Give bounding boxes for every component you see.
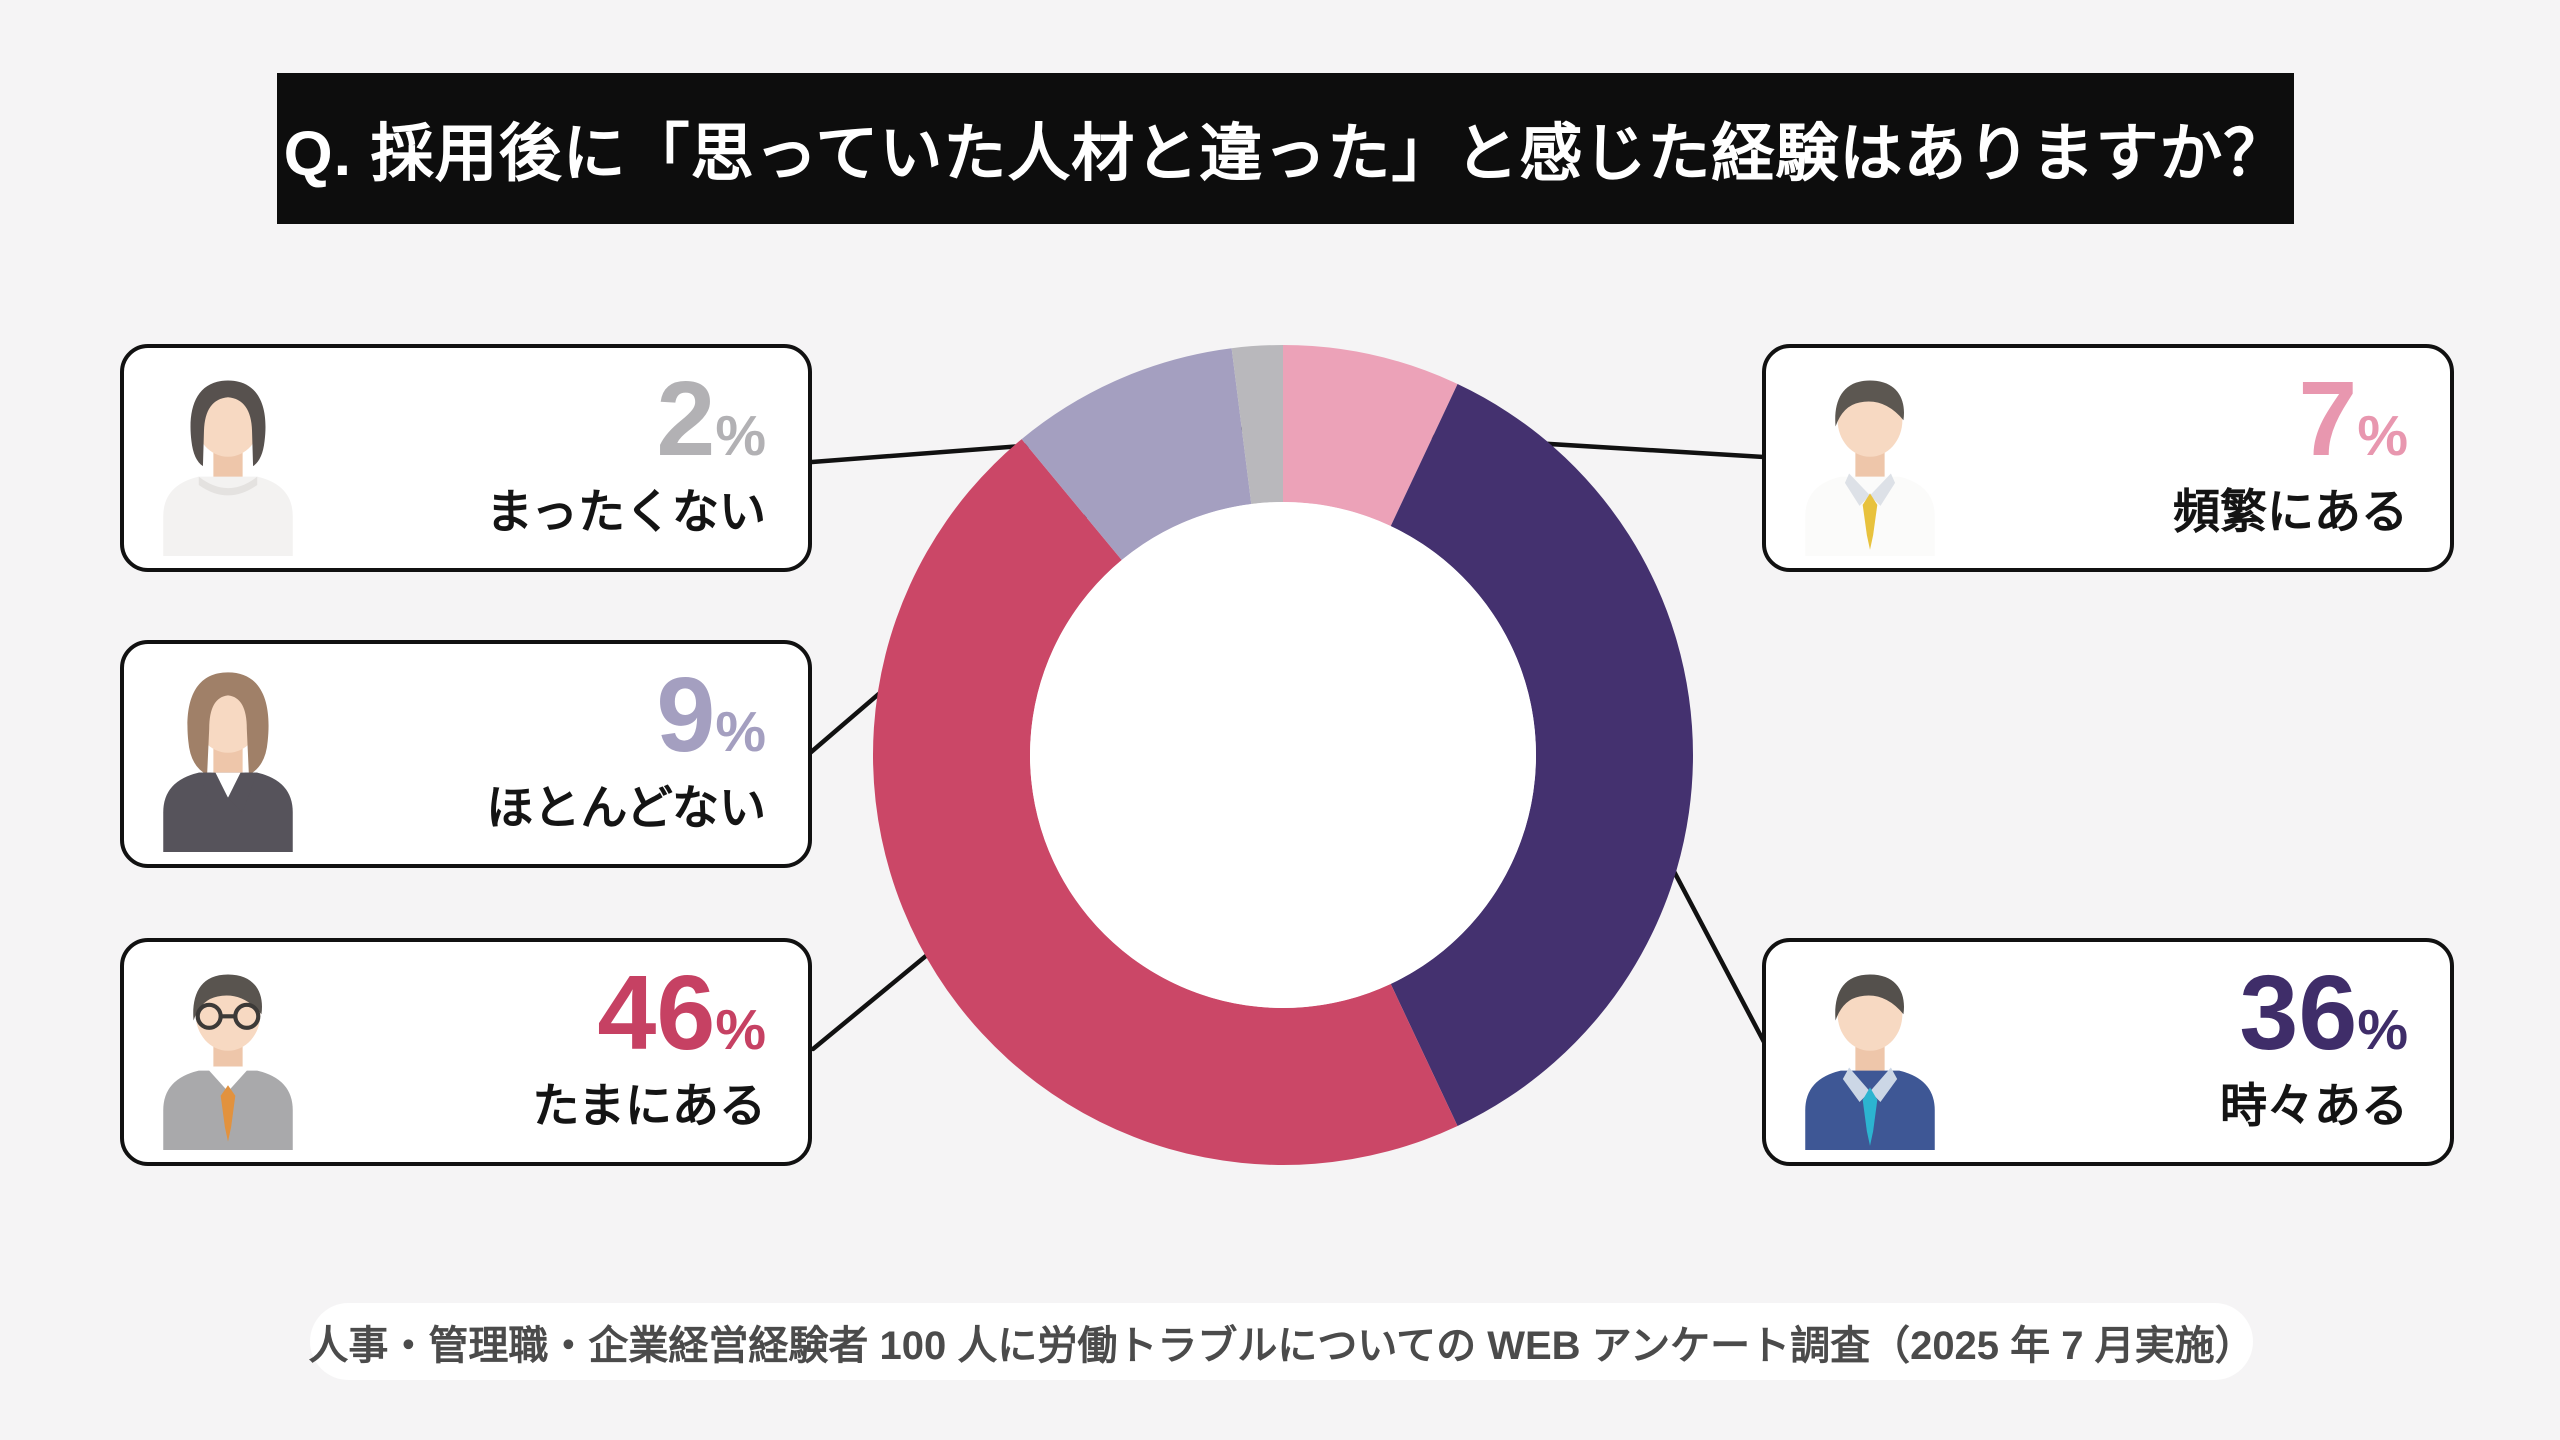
avatar-man-glasses-gray-suit-icon [154, 962, 302, 1150]
stat-value: 2 [656, 360, 716, 478]
answer-label: たまにある [532, 1079, 766, 1132]
percent-sign: % [2357, 404, 2408, 468]
percent-sign: % [715, 998, 766, 1062]
answer-label: 時々ある [2220, 1079, 2408, 1132]
donut-chart-svg [872, 345, 1693, 1166]
donut-segment-0 [1283, 345, 1458, 527]
percent-sign: % [2357, 998, 2408, 1062]
answer-card-hotondo-nai: 9% ほとんどない [120, 640, 812, 868]
answer-label: まったくない [485, 485, 766, 538]
stat-value: 46 [597, 954, 716, 1072]
source-note-text: 人事・管理職・企業経営経験者 100 人に労働トラブルについての WEB アンケ… [308, 1323, 2255, 1368]
stat-value: 7 [2298, 360, 2358, 478]
answer-label: 頻繁にある [2173, 485, 2408, 538]
answer-card-tokidoki-aru: 36% 時々ある [1762, 938, 2454, 1166]
answer-card-tama-ni-aru: 46% たまにある [120, 938, 812, 1166]
percent-sign: % [715, 404, 766, 468]
donut-hole [1030, 502, 1536, 1008]
stat-value: 36 [2239, 954, 2358, 1072]
stat-hinpan-ni-aru: 7% [2298, 363, 2408, 475]
percent-sign: % [715, 700, 766, 764]
title-banner: Q. 採用後に「思っていた人材と違った」と感じた経験はありますか？ [277, 73, 2294, 224]
donut-segment-1 [1390, 384, 1693, 1126]
answer-label: ほとんどない [486, 781, 766, 834]
avatar-woman-short-hair-icon [154, 368, 302, 556]
stat-mattaku-nai: 2% [656, 363, 766, 475]
donut-chart [872, 345, 1693, 1166]
donut-segment-3 [1021, 348, 1252, 561]
stat-tokidoki-aru: 36% [2239, 957, 2408, 1069]
answer-card-hinpan-ni-aru: 7% 頻繁にある [1762, 344, 2454, 572]
stat-value: 9 [656, 656, 716, 774]
avatar-man-white-shirt-yellow-tie-icon [1796, 368, 1944, 556]
donut-segment-4 [1231, 345, 1283, 504]
donut-segment-2 [872, 439, 1458, 1166]
stat-hotondo-nai: 9% [656, 659, 766, 771]
stat-tama-ni-aru: 46% [597, 957, 766, 1069]
avatar-woman-bob-hair-icon [154, 664, 302, 852]
avatar-man-navy-suit-teal-tie-icon [1796, 962, 1944, 1150]
source-note-pill: 人事・管理職・企業経営経験者 100 人に労働トラブルについての WEB アンケ… [308, 1303, 2255, 1380]
answer-card-mattaku-nai: 2% まったくない [120, 344, 812, 572]
page-title: Q. 採用後に「思っていた人材と違った」と感じた経験はありますか？ [283, 119, 2288, 189]
